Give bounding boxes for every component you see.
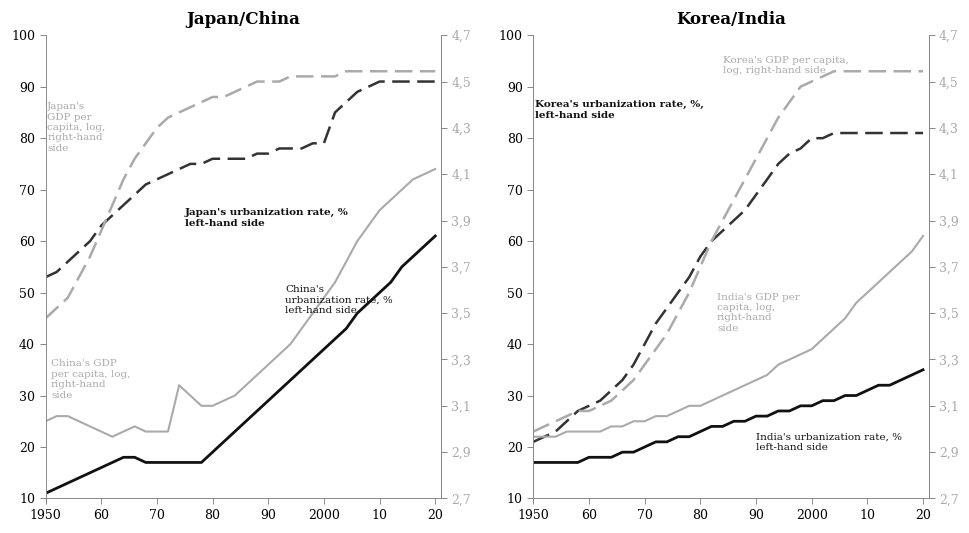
Text: China's
urbanization rate, %
left-hand side: China's urbanization rate, % left-hand s… xyxy=(285,285,392,315)
Text: India's urbanization rate, %
left-hand side: India's urbanization rate, % left-hand s… xyxy=(755,432,901,451)
Text: Korea's urbanization rate, %,
left-hand side: Korea's urbanization rate, %, left-hand … xyxy=(535,100,703,119)
Title: Korea/India: Korea/India xyxy=(675,11,785,28)
Text: Korea's GDP per capita,
log, right-hand side: Korea's GDP per capita, log, right-hand … xyxy=(722,56,848,75)
Text: India's GDP per
capita, log,
right-hand
side: India's GDP per capita, log, right-hand … xyxy=(716,293,799,333)
Text: Japan's
GDP per
capita, log,
right-hand
side: Japan's GDP per capita, log, right-hand … xyxy=(47,102,106,153)
Text: Japan's urbanization rate, %
left-hand side: Japan's urbanization rate, % left-hand s… xyxy=(184,208,348,228)
Text: China's GDP
per capita, log,
right-hand
side: China's GDP per capita, log, right-hand … xyxy=(51,359,131,400)
Title: Japan/China: Japan/China xyxy=(186,11,299,28)
